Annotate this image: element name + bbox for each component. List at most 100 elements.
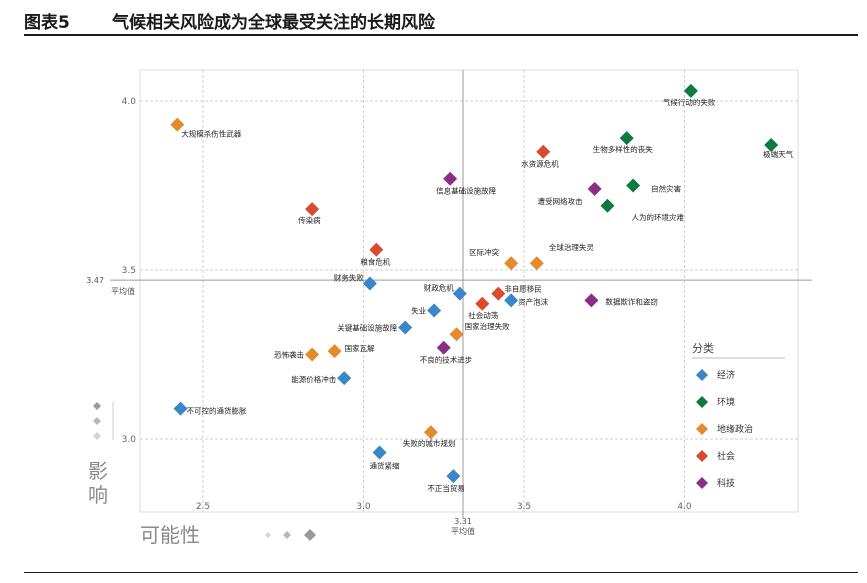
grid-layer — [140, 70, 798, 512]
risk-point-label: 遭受网络攻击 — [538, 196, 583, 206]
y-average-value: 3.47 — [86, 276, 104, 285]
y-tick-label: 3.0 — [122, 435, 137, 445]
x-tick-label: 3.5 — [517, 502, 531, 512]
legend-item-label: 科技 — [717, 477, 735, 489]
risk-point-label: 大规模杀伤性武器 — [181, 129, 241, 139]
risk-point-marker — [173, 401, 188, 416]
risk-point-marker — [491, 286, 506, 301]
risk-point-label: 财政危机 — [424, 283, 454, 293]
risk-point-label: 能源价格冲击 — [291, 374, 336, 384]
risk-point-label: 不可控的通货膨胀 — [187, 406, 247, 416]
tick-labels: 2.5 3.0 3.5 4.0 3.0 3.5 4.0 — [122, 97, 692, 512]
impact-scale-diamond — [93, 432, 101, 440]
risk-point-marker — [536, 144, 551, 159]
risk-point-marker — [337, 371, 352, 386]
risk-point-marker — [452, 286, 467, 301]
risk-point-marker — [427, 303, 442, 318]
legend-title: 分类 — [692, 341, 714, 355]
risk-point-label: 失业 — [411, 306, 426, 316]
legend-item-label: 环境 — [717, 396, 735, 408]
risk-point-marker — [504, 256, 519, 271]
legend-swatch — [696, 423, 708, 435]
risk-point-label: 国家治理失败 — [465, 321, 510, 331]
y-average-label: 平均值 — [111, 286, 135, 296]
risk-point-label: 极端天气 — [763, 149, 793, 159]
risk-point-marker — [398, 320, 413, 335]
risk-point-marker — [504, 293, 519, 308]
risk-point-label: 粮食危机 — [360, 257, 390, 267]
risk-point-label: 国家瓦解 — [345, 343, 375, 353]
risk-point-marker — [423, 425, 438, 440]
risk-point-marker — [619, 131, 634, 146]
y-tick-label: 3.5 — [122, 266, 136, 276]
x-axis-name: 可能性 — [140, 523, 200, 547]
risk-point-marker — [626, 178, 641, 193]
x-tick-label: 4.0 — [677, 502, 692, 512]
impact-scale-diamond — [93, 402, 101, 410]
risk-point-marker — [529, 256, 544, 271]
x-tick-label: 3.0 — [356, 502, 371, 512]
x-tick-label: 2.5 — [196, 502, 210, 512]
figure-title: 气候相关风险成为全球最受关注的长期风险 — [112, 13, 435, 33]
y-tick-label: 4.0 — [122, 97, 137, 107]
y-axis-name-char: 影 — [88, 459, 108, 483]
risk-point-label: 传染病 — [298, 215, 321, 225]
legend-item-label: 经济 — [717, 369, 735, 381]
likelihood-scale-diamond — [283, 531, 291, 539]
risk-point-label: 不良的技术进步 — [420, 355, 473, 365]
risk-point-marker — [369, 242, 384, 257]
legend-item-label: 地缘政治 — [717, 423, 753, 435]
likelihood-scale-diamond — [265, 532, 271, 538]
risk-point-marker — [587, 181, 602, 196]
risk-point-marker — [446, 469, 461, 484]
risk-point-marker — [584, 293, 599, 308]
risk-point-label: 资产泡沫 — [518, 296, 548, 306]
risk-point-marker — [436, 340, 451, 355]
risk-point-label: 气候行动的失败 — [663, 97, 716, 107]
legend-swatch — [696, 396, 708, 408]
risk-point-marker — [327, 344, 342, 359]
risk-point-label: 通货紧缩 — [370, 461, 400, 471]
risk-point-label: 水资源危机 — [521, 159, 559, 169]
risk-point-label: 自然灾害 — [651, 184, 681, 194]
risk-point-marker — [449, 327, 464, 342]
legend-swatch — [696, 369, 708, 381]
likelihood-scale-diamond — [304, 529, 316, 541]
legend-item-label: 社会 — [717, 450, 735, 462]
plot-frame — [139, 69, 799, 513]
risk-point-marker — [305, 347, 320, 362]
risk-point-label: 区际冲突 — [469, 247, 499, 257]
risk-point-marker — [372, 445, 387, 460]
figure-number: 图表5 — [24, 13, 70, 33]
risk-point-marker — [362, 276, 377, 291]
risk-point-marker — [475, 296, 490, 311]
figure-header: 图表5 气候相关风险成为全球最受关注的长期风险 — [24, 6, 858, 36]
risk-point-label: 人为的环境灾难 — [631, 212, 684, 222]
x-average-label: 平均值 — [451, 526, 475, 536]
risk-point-label: 不正当贸易 — [427, 483, 465, 493]
legend-swatch — [696, 450, 708, 462]
risk-point-label: 非自愿移民 — [504, 284, 542, 294]
risk-point-marker — [305, 202, 320, 217]
risk-point-marker — [764, 137, 779, 152]
risk-point-label: 失败的城市规划 — [403, 438, 456, 448]
risk-point-marker — [170, 117, 185, 132]
y-axis-name-char: 响 — [88, 483, 108, 507]
bottom-rule — [24, 572, 858, 573]
risk-point-label: 信息基础设施故障 — [436, 186, 496, 196]
risk-point-label: 数据欺诈和盗窃 — [605, 296, 658, 306]
legend-swatch — [696, 477, 708, 489]
risk-point-marker — [443, 171, 458, 186]
risk-point-label: 生物多样性的丧失 — [593, 144, 653, 154]
risk-point-marker — [600, 198, 615, 213]
risk-point-label: 社会动荡 — [468, 310, 498, 320]
risk-point-label: 全球治理失灵 — [549, 242, 594, 252]
risk-point-label: 财务失败 — [334, 273, 364, 283]
risk-point-marker — [683, 83, 698, 98]
risk-point-label: 关键基础设施故障 — [337, 322, 397, 332]
